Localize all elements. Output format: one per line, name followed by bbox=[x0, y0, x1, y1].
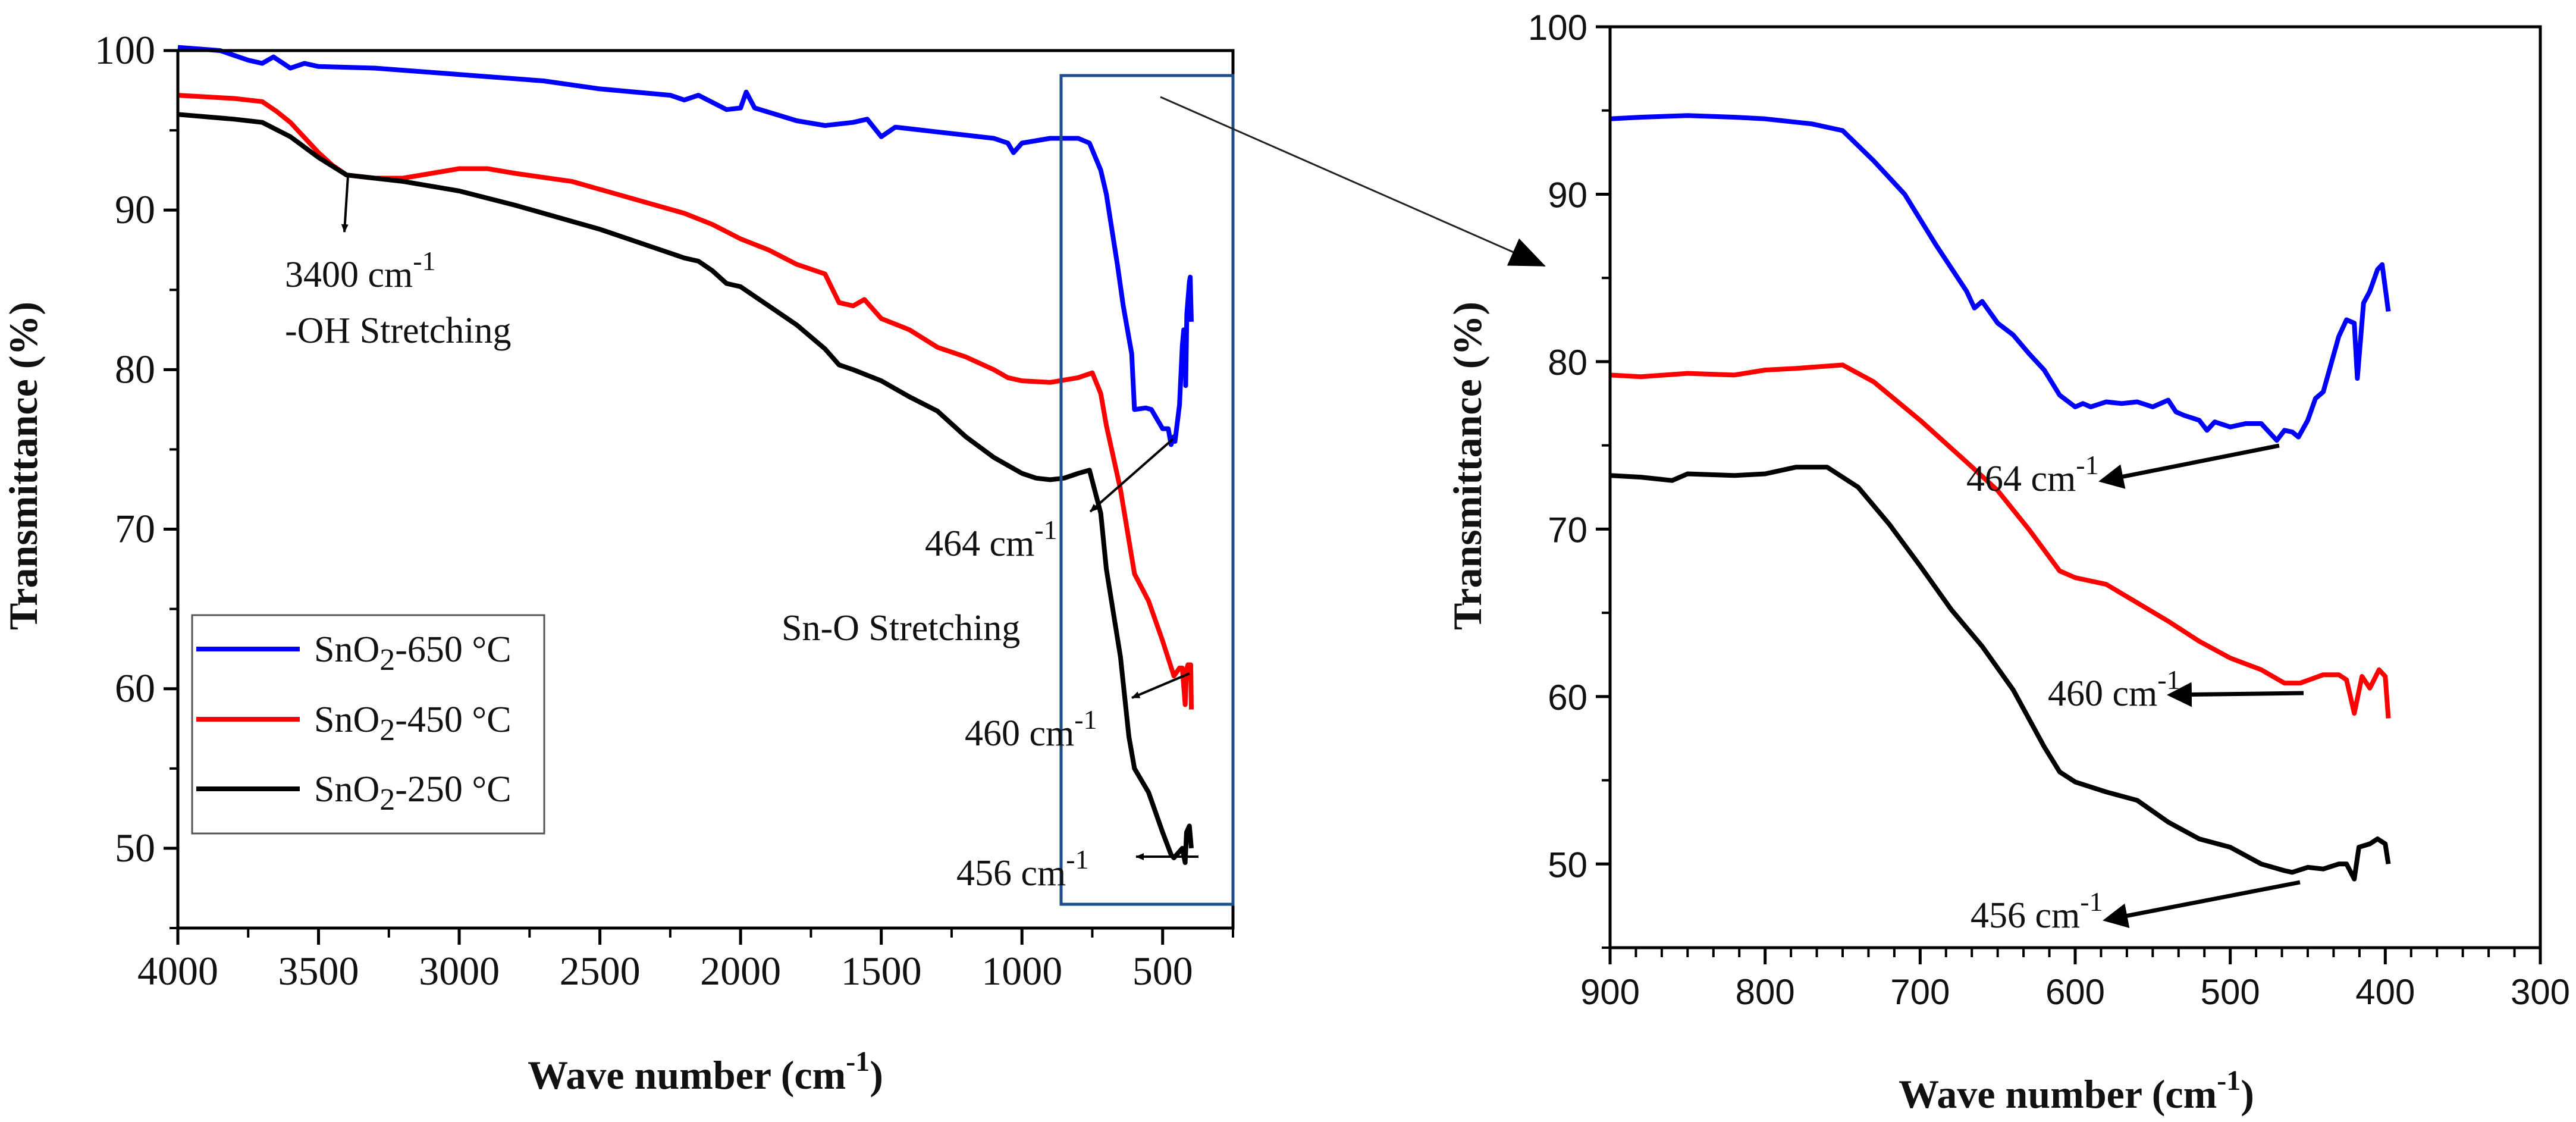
legend: SnO2-650 °C SnO2-450 °C SnO2-250 °C bbox=[191, 614, 545, 835]
annotation-456: 456 cm-1 bbox=[1971, 880, 2301, 936]
x-tick-label: 4000 bbox=[137, 948, 218, 993]
x-tick-label: 1500 bbox=[841, 948, 922, 993]
svg-text:456 cm-1: 456 cm-1 bbox=[956, 844, 1089, 894]
axes: 900 800 700 600 500 400 300 50 60 70 80 90 100 bbox=[1528, 8, 2570, 1012]
x-axis-title: Wave number (cm-1) bbox=[1899, 1065, 2254, 1117]
x-tick-label: 1000 bbox=[981, 948, 1062, 993]
svg-text:460 cm-1: 460 cm-1 bbox=[965, 704, 1097, 754]
x-tick-label: 3000 bbox=[419, 948, 500, 993]
legend-item: SnO2-450 °C bbox=[196, 700, 512, 747]
y-tick-label: 70 bbox=[115, 506, 155, 551]
y-tick-label: 80 bbox=[115, 346, 155, 391]
x-tick-label: 400 bbox=[2355, 972, 2415, 1012]
y-tick-label: 90 bbox=[1548, 175, 1587, 215]
y-tick-label: 60 bbox=[115, 666, 155, 711]
legend-item: SnO2-250 °C bbox=[196, 769, 512, 817]
svg-text:3400 cm-1: 3400 cm-1 bbox=[285, 246, 436, 295]
x-tick-label: 500 bbox=[2201, 972, 2260, 1012]
x-tick-label: 2500 bbox=[560, 948, 641, 993]
x-tick-label: 3500 bbox=[278, 948, 359, 993]
x-tick-label: 500 bbox=[1132, 948, 1193, 993]
svg-text:SnO2-450 °C: SnO2-450 °C bbox=[314, 700, 512, 747]
y-tick-label: 100 bbox=[95, 27, 155, 73]
annotation-sno: Sn-O Stretching bbox=[782, 608, 1020, 648]
x-tick-label: 600 bbox=[2045, 972, 2105, 1012]
annotation-464: 464 cm-1 bbox=[1966, 443, 2280, 499]
y-tick-label: 90 bbox=[115, 187, 155, 232]
series-group bbox=[177, 45, 1194, 865]
y-tick-label: 70 bbox=[1548, 510, 1587, 550]
x-axis-title: Wave number (cm-1) bbox=[528, 1046, 883, 1098]
y-tick-label: 80 bbox=[1548, 343, 1587, 383]
svg-text:SnO2-250 °C: SnO2-250 °C bbox=[314, 769, 512, 817]
zoomed-panel: 900 800 700 600 500 400 300 50 60 70 80 90 100 Trans… bbox=[1445, 8, 2570, 1117]
x-tick-label: 300 bbox=[2511, 972, 2570, 1012]
series-line bbox=[1609, 362, 2391, 719]
y-tick-label: 50 bbox=[115, 825, 155, 870]
series-line bbox=[1609, 465, 2391, 882]
y-tick-label: 60 bbox=[1548, 678, 1587, 717]
svg-text:SnO2-650 °C: SnO2-650 °C bbox=[314, 629, 512, 677]
y-axis-title: Transmittance (%) bbox=[1, 302, 46, 630]
full-spectrum-panel: 4000 3500 3000 2500 2000 1500 1000 500 50 60 70 80 9… bbox=[1, 27, 1235, 1098]
annotation-456: 456 cm-1 bbox=[956, 844, 1198, 894]
x-tick-label: 700 bbox=[1890, 972, 1950, 1012]
annotation-460: 460 cm-1 bbox=[2048, 665, 2304, 714]
svg-text:464 cm-1: 464 cm-1 bbox=[925, 515, 1058, 564]
svg-text:460 cm-1: 460 cm-1 bbox=[2048, 665, 2180, 714]
series-line bbox=[177, 45, 1194, 447]
x-tick-label: 2000 bbox=[700, 948, 781, 993]
zoom-region-box bbox=[1059, 74, 1235, 906]
zoom-connector-arrow bbox=[1160, 96, 1546, 267]
axes: 4000 3500 3000 2500 2000 1500 1000 500 50 60 70 80 9… bbox=[95, 27, 1235, 993]
legend-item: SnO2-650 °C bbox=[196, 629, 512, 677]
annotation-oh: 3400 cm-1 -OH Stretching bbox=[285, 175, 512, 351]
annotation-464: 464 cm-1 bbox=[925, 438, 1174, 564]
svg-text:464 cm-1: 464 cm-1 bbox=[1966, 450, 2099, 499]
y-axis-title: Transmittance (%) bbox=[1445, 302, 1490, 630]
annotation-460: 460 cm-1 bbox=[965, 672, 1190, 754]
svg-text:-OH Stretching: -OH Stretching bbox=[285, 311, 512, 351]
series-group bbox=[1609, 113, 2391, 882]
x-tick-label: 800 bbox=[1736, 972, 1795, 1012]
y-tick-label: 50 bbox=[1548, 845, 1587, 885]
y-tick-label: 100 bbox=[1528, 8, 1587, 48]
svg-text:456 cm-1: 456 cm-1 bbox=[1971, 886, 2103, 936]
series-line bbox=[177, 112, 1194, 865]
series-line bbox=[1609, 113, 2391, 443]
x-tick-label: 900 bbox=[1580, 972, 1640, 1012]
